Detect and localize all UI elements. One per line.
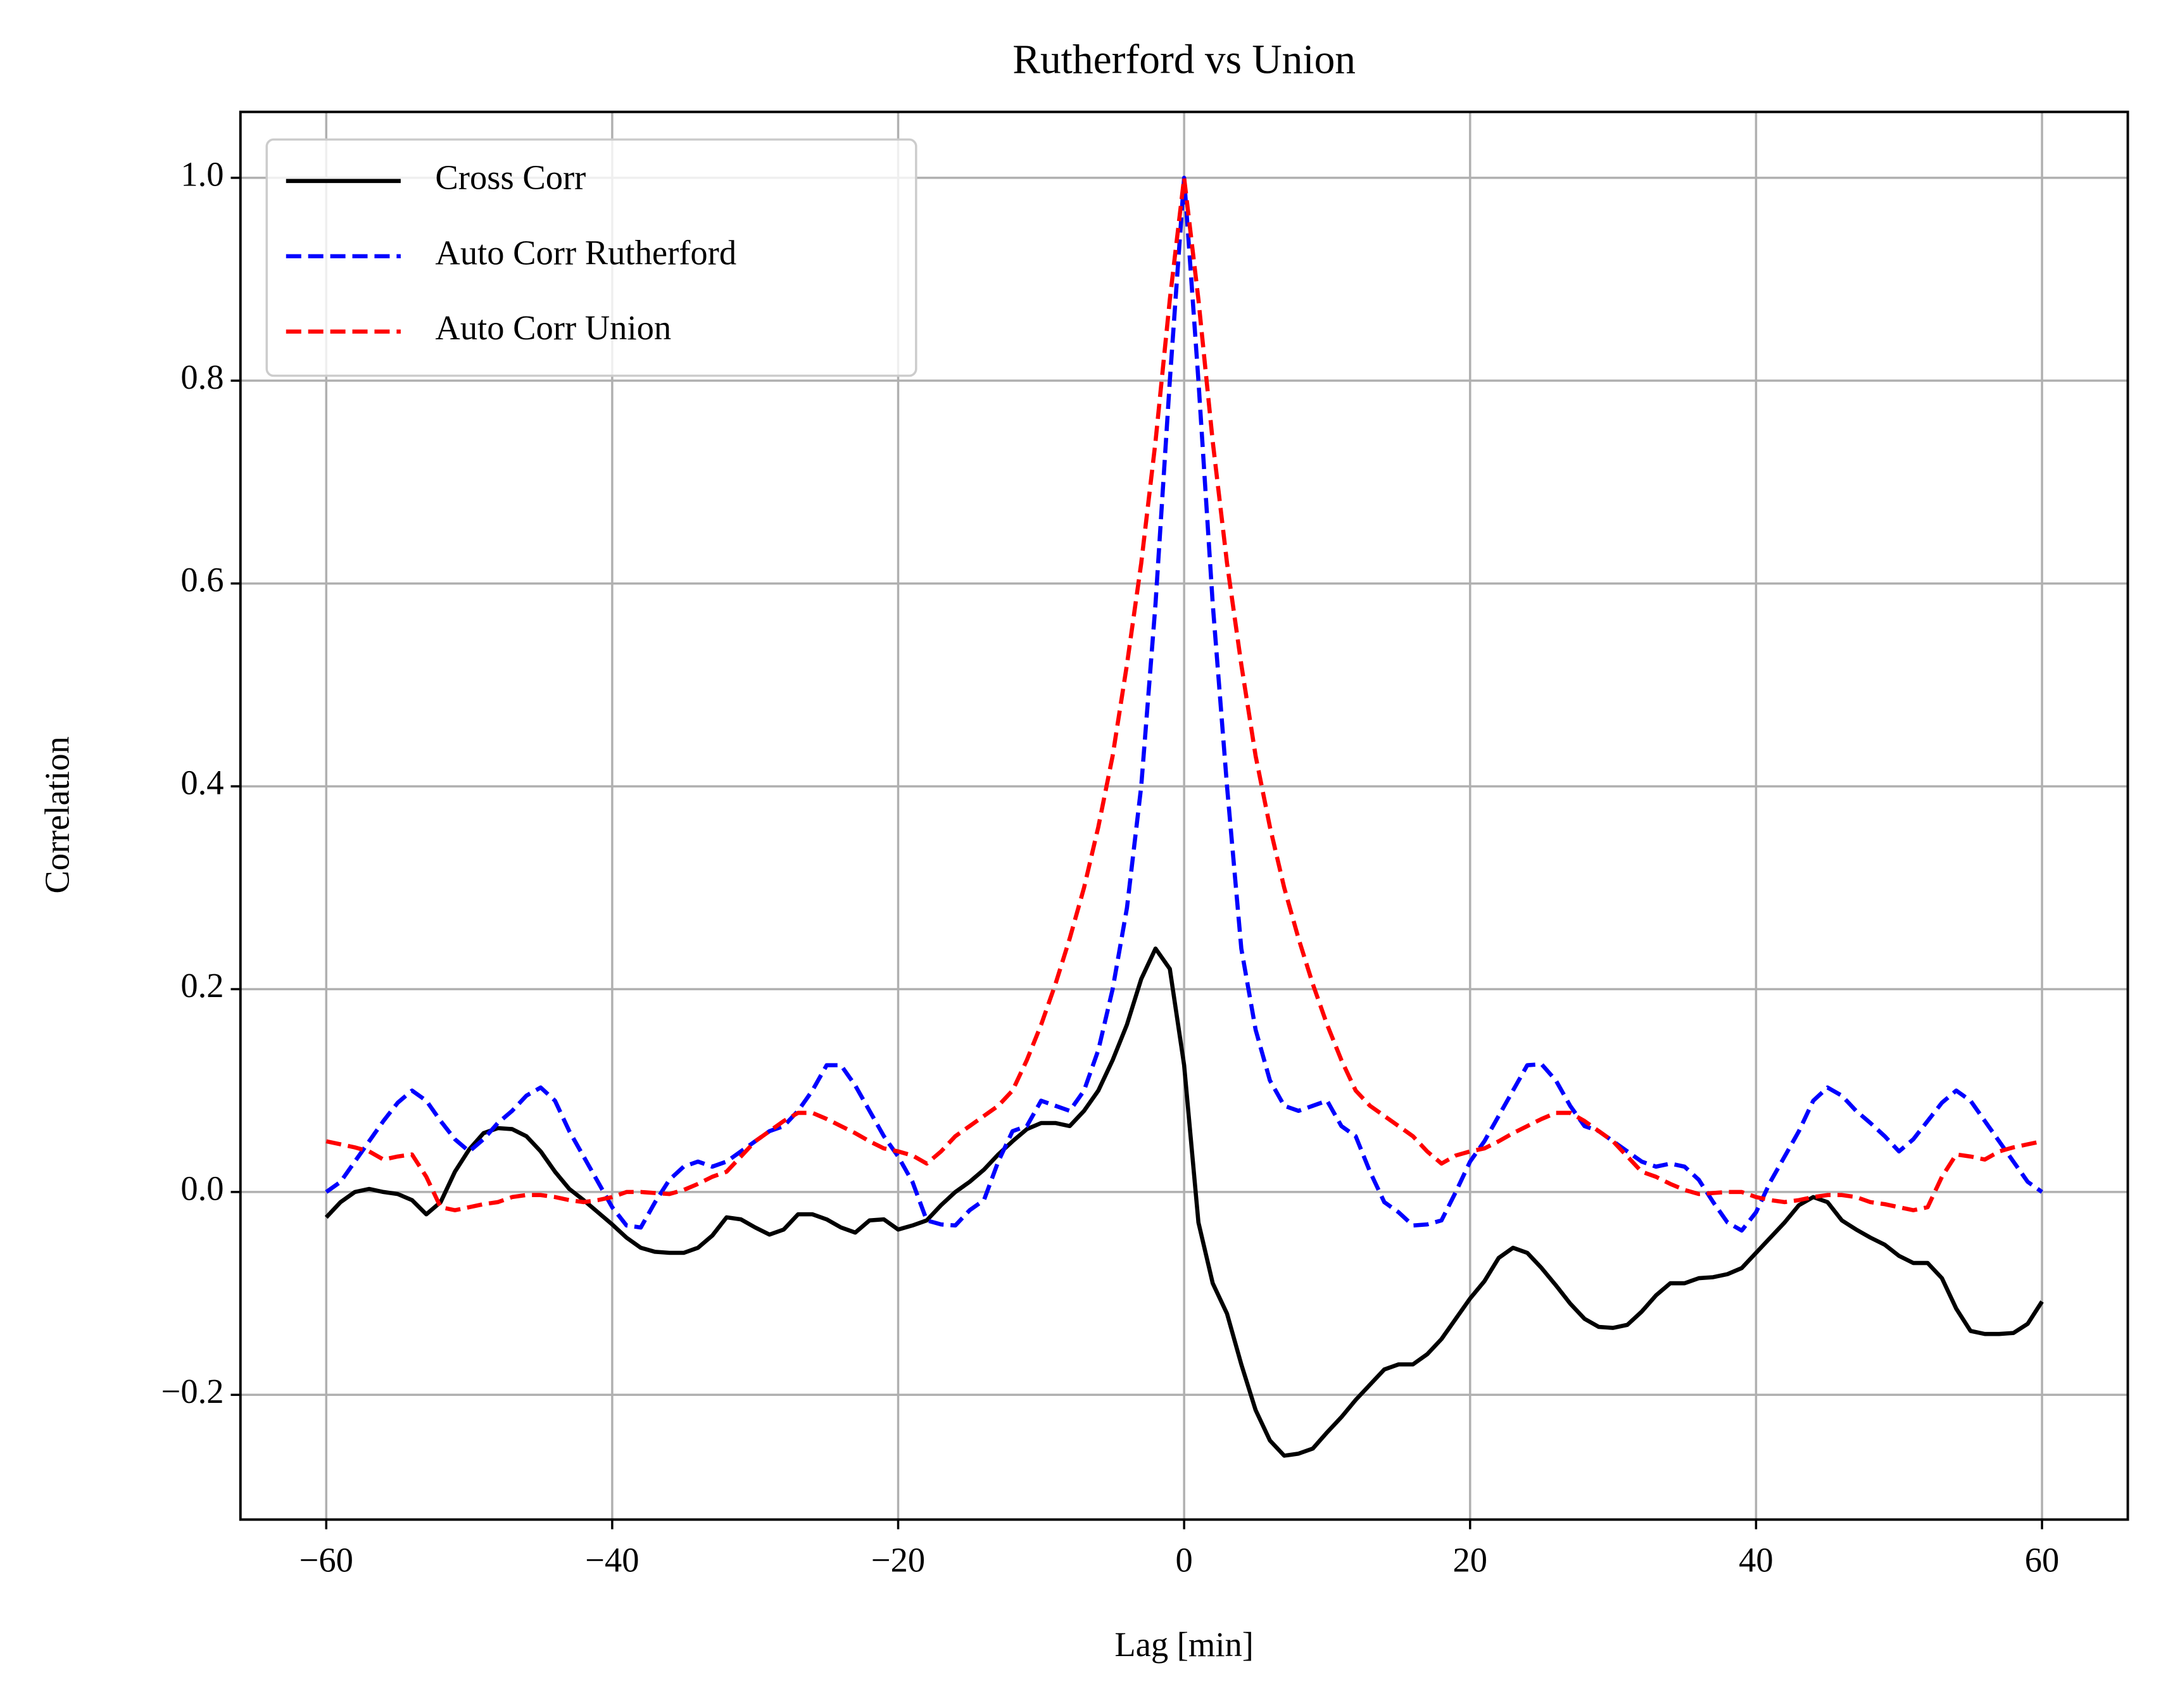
- y-tick-label: −0.2: [161, 1372, 224, 1410]
- chart-title: Rutherford vs Union: [1012, 37, 1356, 82]
- y-tick-label: 0.0: [180, 1169, 224, 1207]
- x-tick-label: 40: [1739, 1541, 1774, 1579]
- y-tick-label: 0.6: [180, 560, 224, 599]
- y-tick-label: 0.2: [180, 966, 224, 1005]
- y-axis-label: Correlation: [38, 736, 77, 893]
- legend-label: Cross Corr: [435, 158, 586, 196]
- legend-label: Auto Corr Union: [435, 308, 671, 347]
- x-tick-label: 60: [2025, 1541, 2060, 1579]
- x-tick-label: −60: [299, 1541, 353, 1579]
- data-line: [325, 175, 2043, 1233]
- x-axis-label: Lag [min]: [1114, 1625, 1254, 1664]
- x-tick-label: −40: [585, 1541, 639, 1579]
- legend-box: [265, 138, 917, 377]
- y-tick-label: 0.8: [180, 358, 224, 396]
- y-tick-label: 1.0: [180, 154, 224, 193]
- x-tick-label: −20: [871, 1541, 925, 1579]
- legend-label: Auto Corr Rutherford: [435, 233, 736, 272]
- y-tick-label: 0.4: [180, 763, 224, 802]
- x-tick-label: 0: [1176, 1541, 1193, 1579]
- plot-frame: [239, 110, 2129, 1521]
- x-tick-label: 20: [1453, 1541, 1488, 1579]
- data-line: [324, 946, 2044, 1458]
- data-line: [325, 175, 2043, 1213]
- legend: Cross Corr Auto Corr Rutherford Auto Corr …: [265, 138, 917, 377]
